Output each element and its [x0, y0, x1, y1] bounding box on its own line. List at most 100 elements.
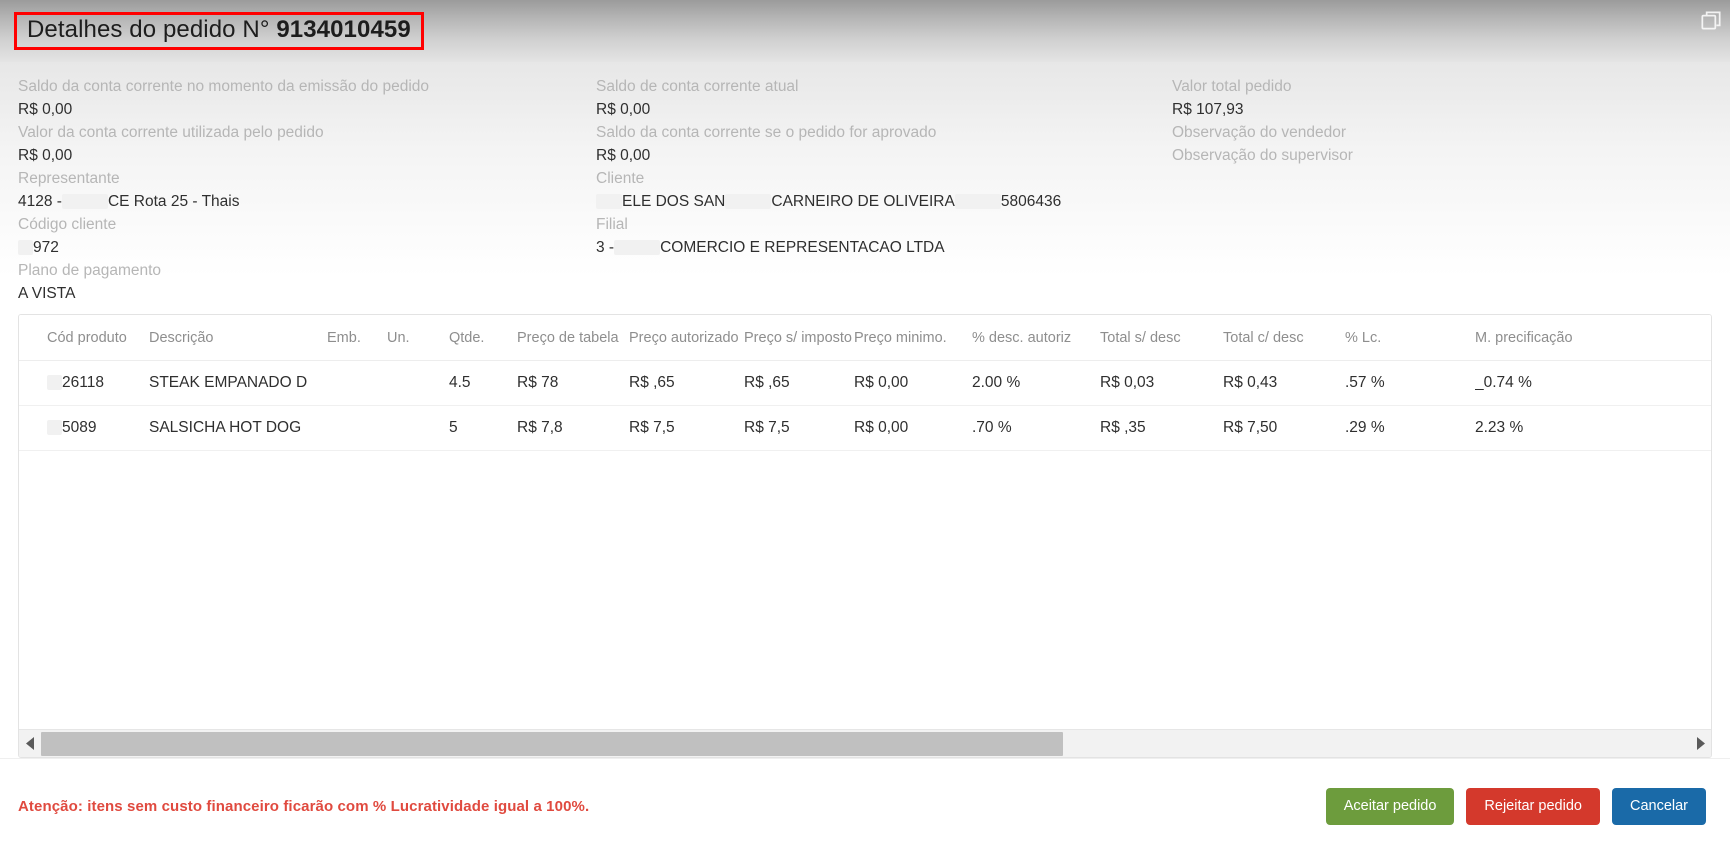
cell-descricao: SALSICHA HOT DOG — [149, 405, 327, 451]
cell-emb — [327, 360, 387, 406]
horizontal-scrollbar[interactable] — [19, 729, 1711, 757]
summary-column-middle: Saldo de conta corrente atual R$ 0,00 Sa… — [596, 76, 1172, 306]
warning-message: Atenção: itens sem custo financeiro fica… — [18, 798, 590, 815]
page-title-highlight: Detalhes do pedido N° 9134010459 — [14, 12, 424, 50]
col-header-preco-autorizado[interactable]: Preço autorizado — [629, 315, 744, 361]
cell-m-precificacao: 2.23 % — [1475, 405, 1711, 451]
cancel-button[interactable]: Cancelar — [1611, 788, 1706, 825]
accept-order-button[interactable]: Aceitar pedido — [1325, 788, 1455, 825]
value-filial: 3 - COMERCIO E REPRESENTACAO LTDA — [596, 237, 1172, 260]
reject-order-button[interactable]: Rejeitar pedido — [1466, 788, 1600, 825]
label-saldo-se-aprovado: Saldo da conta corrente se o pedido for … — [596, 124, 937, 141]
cell-preco-tabela-value: R$ 78 — [517, 374, 559, 391]
cell-qtde: 5 — [449, 405, 517, 451]
cell-un — [387, 405, 449, 451]
cell-preco-tabela: R$ 78 — [517, 360, 629, 406]
summary-column-right: Valor total pedido R$ 107,93 Observação … — [1172, 76, 1692, 306]
cell-lc: .29 % — [1345, 405, 1475, 451]
chevron-left-glyph — [25, 737, 34, 750]
redaction-mask — [61, 194, 108, 210]
value-codigo-cliente: 972 — [18, 237, 596, 260]
label-observacao-supervisor: Observação do supervisor — [1172, 147, 1353, 164]
cell-total-com-desc: R$ 7,50 — [1223, 405, 1345, 451]
label-plano-pagamento: Plano de pagamento — [18, 262, 162, 279]
cell-preco-sem-imposto: R$ ,65 — [744, 360, 854, 406]
value-saldo-se-aprovado: R$ 0,00 — [596, 147, 651, 164]
col-header-total-com-desc[interactable]: Total c/ desc — [1223, 315, 1345, 361]
value-cliente: ELE DOS SAN CARNEIRO DE OLIVEIRA 5806436 — [596, 191, 1172, 214]
label-valor-total-pedido: Valor total pedido — [1172, 78, 1292, 95]
label-saldo-emissao: Saldo da conta corrente no momento da em… — [18, 78, 430, 95]
label-codigo-cliente: Código cliente — [18, 216, 117, 233]
redaction-mask — [725, 194, 772, 210]
col-header-m-precificacao[interactable]: M. precificação — [1475, 315, 1711, 361]
col-header-desc-autorizado[interactable]: % desc. autoriz — [972, 315, 1100, 361]
col-header-preco-minimo[interactable]: Preço minimo. — [854, 315, 972, 361]
cell-desc-autorizado: 2.00 % — [972, 360, 1100, 406]
col-header-lc[interactable]: % Lc. — [1345, 315, 1475, 361]
col-header-descricao[interactable]: Descrição — [149, 315, 327, 361]
cell-preco-sem-imposto-value: R$ ,65 — [744, 374, 790, 391]
cell-m-precificacao: _0.74 % — [1475, 360, 1711, 406]
items-grid: Cód produto Descrição Emb. Un. Qtde. Pre… — [19, 315, 1711, 451]
grid-empty-space — [19, 451, 1711, 666]
value-valor-total-pedido: R$ 107,93 — [1172, 101, 1244, 118]
table-header-row: Cód produto Descrição Emb. Un. Qtde. Pre… — [19, 315, 1711, 361]
cell-cod-produto: 26118 — [19, 360, 149, 406]
cell-total-sem-desc: R$ ,35 — [1100, 405, 1223, 451]
window-restore-icon[interactable] — [1698, 8, 1724, 34]
value-representante: 4128 - CE Rota 25 - Thais — [18, 191, 596, 214]
col-header-emb[interactable]: Emb. — [327, 315, 387, 361]
redaction-mask — [47, 420, 62, 436]
scrollbar-thumb[interactable] — [41, 731, 1063, 756]
redaction-mask — [614, 240, 661, 256]
col-header-preco-tabela[interactable]: Preço de tabela — [517, 315, 629, 361]
page-title-prefix: Detalhes do pedido N° — [27, 16, 270, 43]
order-items-table: Cód produto Descrição Emb. Un. Qtde. Pre… — [18, 314, 1712, 758]
redaction-mask — [596, 194, 622, 210]
cell-desc-autorizado: .70 % — [972, 405, 1100, 451]
col-header-total-sem-desc[interactable]: Total s/ desc — [1100, 315, 1223, 361]
codigo-cliente-number: 972 — [33, 239, 59, 256]
cell-preco-minimo: R$ 0,00 — [854, 360, 972, 406]
col-header-qtde[interactable]: Qtde. — [449, 315, 517, 361]
value-valor-conta-utilizada: R$ 0,00 — [18, 147, 73, 164]
chevron-right-glyph — [1696, 737, 1705, 750]
cell-preco-autorizado-value: R$ ,65 — [629, 374, 675, 391]
cell-preco-autorizado: R$ ,65 — [629, 360, 744, 406]
table-row[interactable]: 26118 STEAK EMPANADO D 4.5 R$ 78 R$ ,65 … — [19, 360, 1711, 406]
redaction-mask — [954, 194, 1001, 210]
cell-preco-sem-imposto-value: R$ 7,5 — [744, 419, 790, 436]
table-row[interactable]: 5089 SALSICHA HOT DOG 5 R$ 7,8 R$ 7,5 R$… — [19, 405, 1711, 451]
cell-preco-autorizado: R$ 7,5 — [629, 405, 744, 451]
col-header-un[interactable]: Un. — [387, 315, 449, 361]
col-header-cod-produto[interactable]: Cód produto — [19, 315, 149, 361]
value-saldo-atual: R$ 0,00 — [596, 101, 651, 118]
chevron-right-icon[interactable] — [1689, 730, 1711, 758]
footer-actions: Aceitar pedido Rejeitar pedido Cancelar — [1325, 788, 1706, 825]
value-saldo-emissao: R$ 0,00 — [18, 101, 73, 118]
grid-scroll-viewport[interactable]: Cód produto Descrição Emb. Un. Qtde. Pre… — [19, 315, 1711, 729]
page-title: Detalhes do pedido N° 9134010459 — [27, 16, 411, 43]
cliente-part-3: 5806436 — [1000, 193, 1062, 210]
order-summary-panel: Saldo da conta corrente no momento da em… — [0, 62, 1730, 314]
redaction-mask — [18, 240, 33, 256]
cell-preco-autorizado-value: R$ 7,5 — [629, 419, 675, 436]
dialog-footer: Atenção: itens sem custo financeiro fica… — [0, 758, 1730, 854]
cell-lc: .57 % — [1345, 360, 1475, 406]
representante-name: CE Rota 25 - Thais — [107, 193, 240, 210]
filial-name: COMERCIO E REPRESENTACAO LTDA — [660, 239, 945, 256]
cell-cod-produto: 5089 — [19, 405, 149, 451]
cell-preco-tabela: R$ 7,8 — [517, 405, 629, 451]
cell-un — [387, 360, 449, 406]
cell-total-com-desc: R$ 0,43 — [1223, 360, 1345, 406]
cell-preco-minimo: R$ 0,00 — [854, 405, 972, 451]
chevron-left-icon[interactable] — [19, 730, 41, 758]
cell-descricao: STEAK EMPANADO D — [149, 360, 327, 406]
col-header-preco-sem-imposto[interactable]: Preço s/ imposto — [744, 315, 854, 361]
cell-emb — [327, 405, 387, 451]
scrollbar-track[interactable] — [41, 729, 1689, 757]
redaction-mask — [47, 375, 62, 391]
summary-column-left: Saldo da conta corrente no momento da em… — [18, 76, 596, 306]
